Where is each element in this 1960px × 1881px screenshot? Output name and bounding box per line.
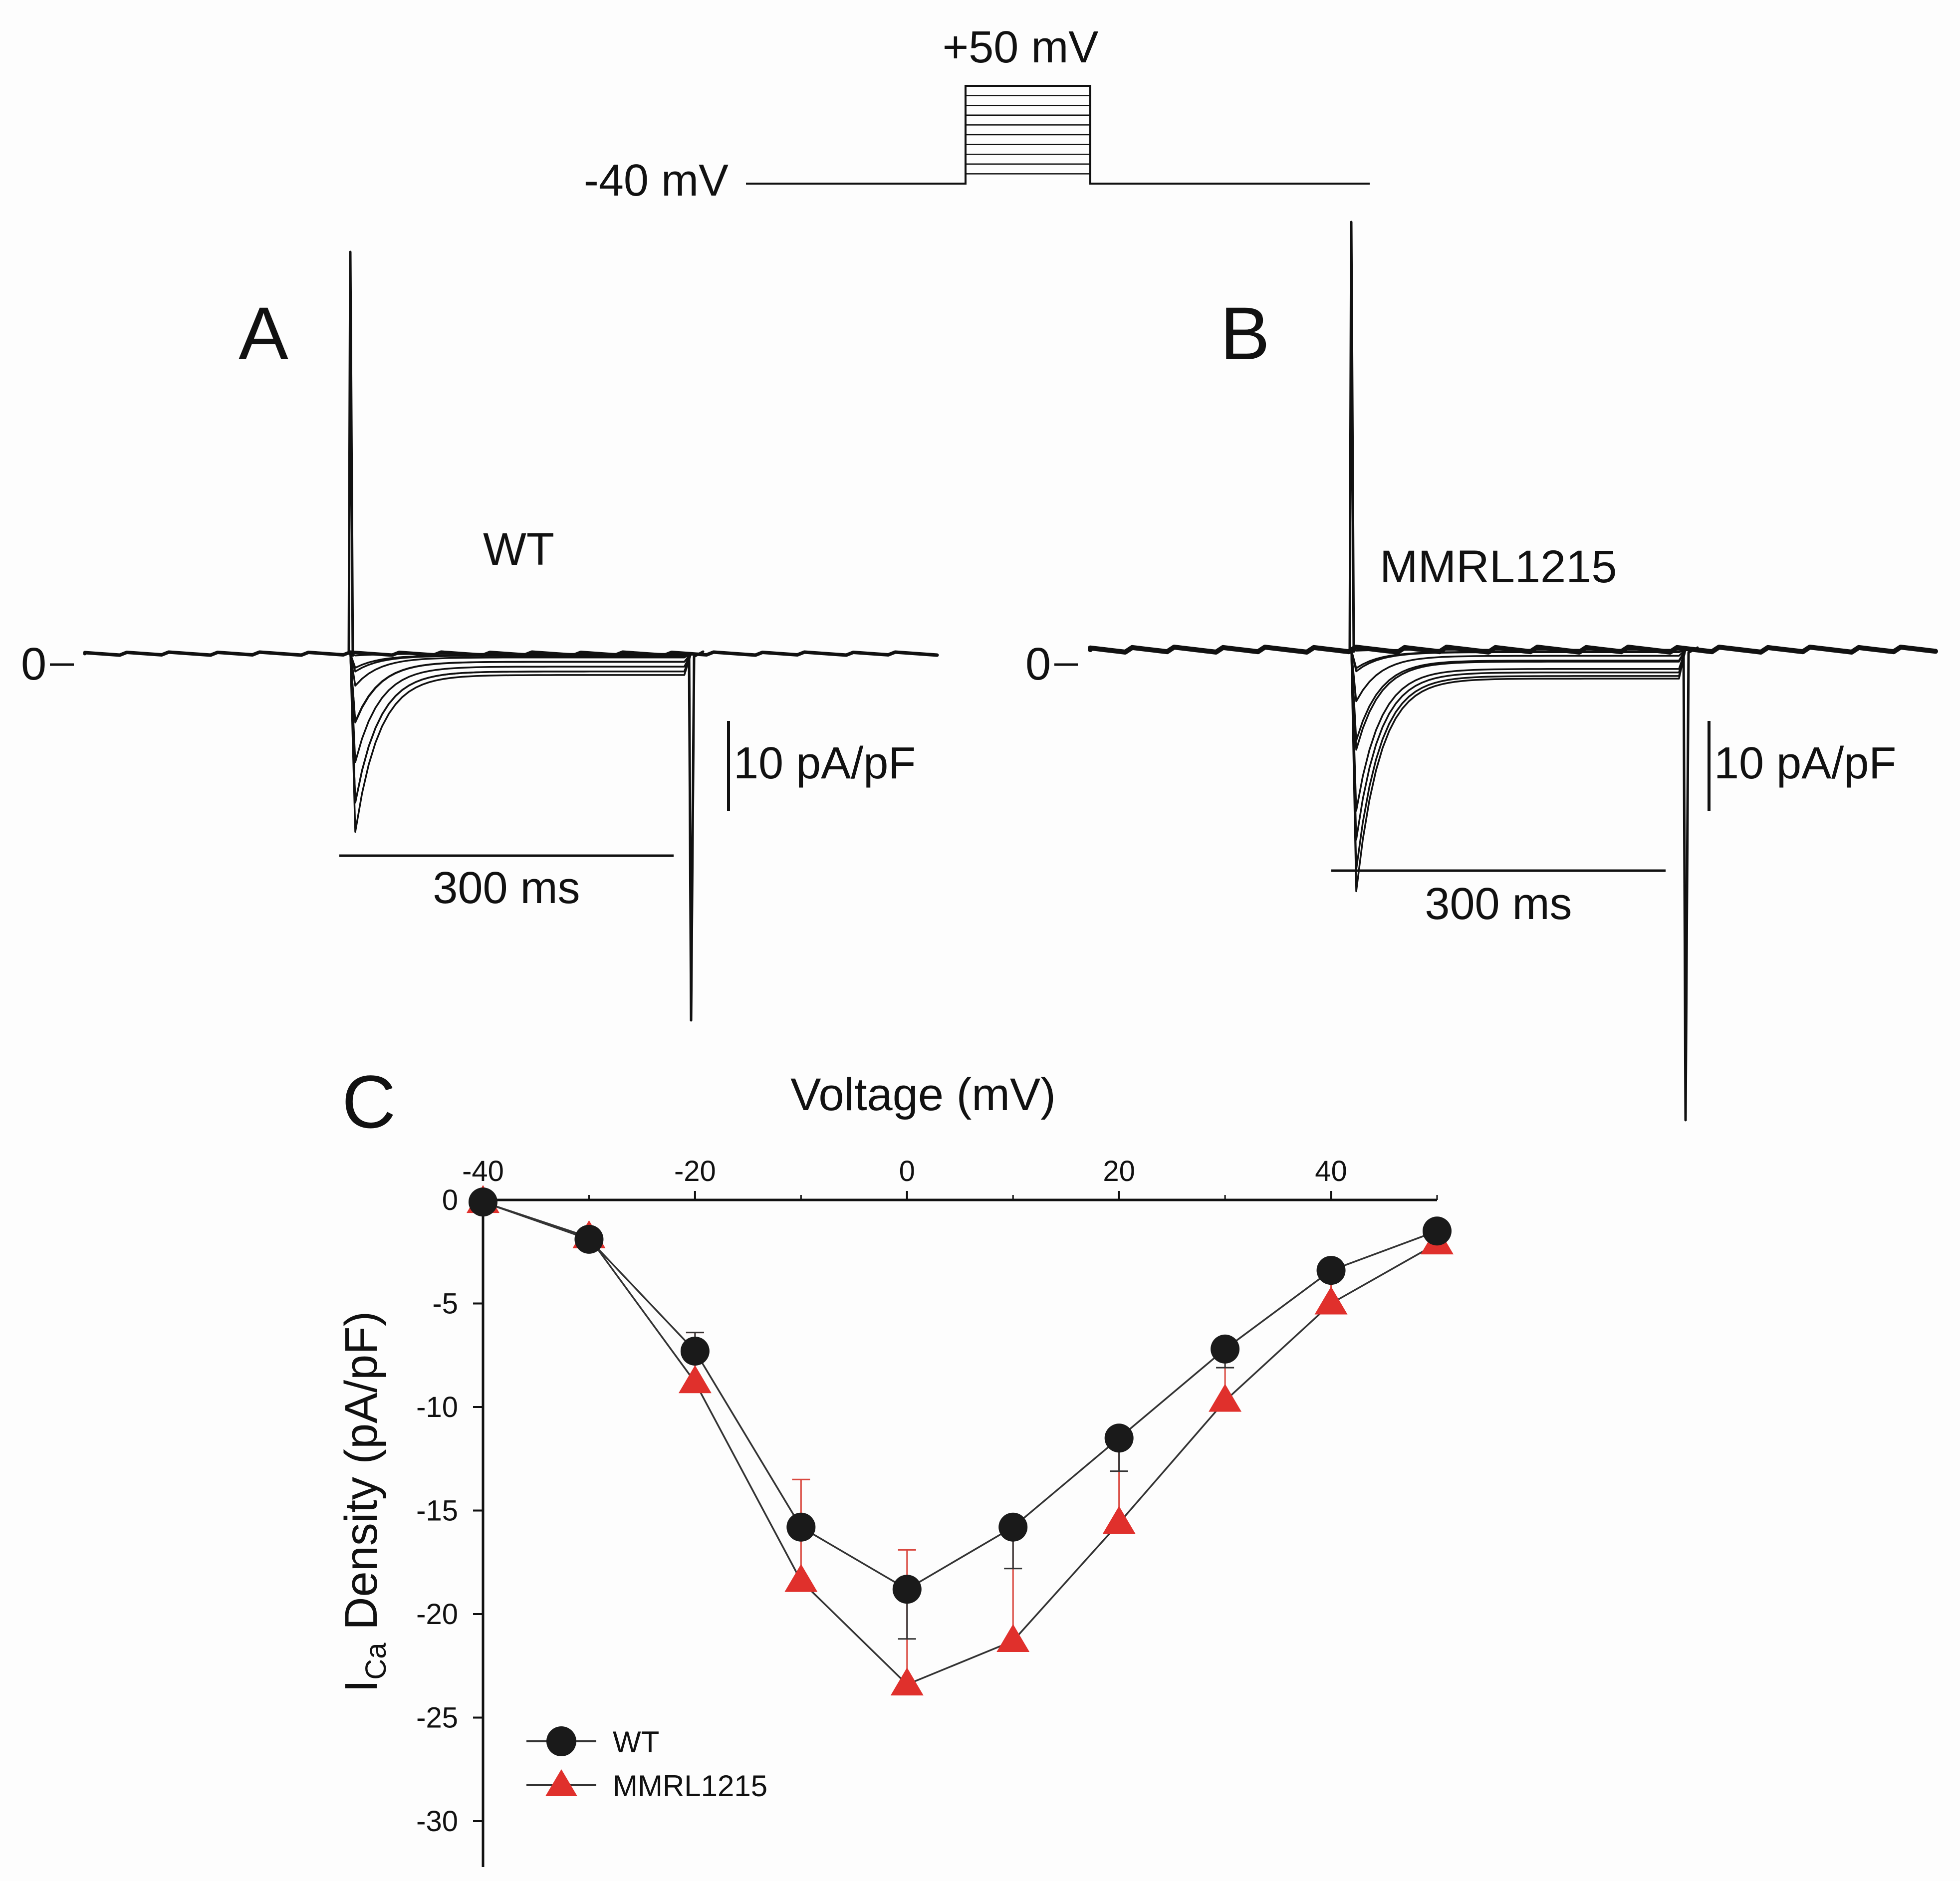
y-axis-title-subscript: Ca bbox=[360, 1643, 392, 1680]
protocol-hold-label: -40 mV bbox=[584, 156, 729, 206]
data-markers bbox=[467, 1185, 1454, 1696]
marker-wt bbox=[469, 1187, 497, 1217]
marker-mmrl1215 bbox=[1209, 1384, 1242, 1412]
protocol-step-lines bbox=[966, 95, 1090, 175]
y-axis-title-rest: Density (pA/pF) bbox=[336, 1311, 387, 1643]
legend-mmrl-label: MMRL1215 bbox=[613, 1769, 767, 1803]
panel-b-current-traces bbox=[1088, 221, 1938, 1122]
y-tick-label: -10 bbox=[416, 1391, 458, 1423]
marker-wt bbox=[1316, 1256, 1346, 1285]
x-tick-label: -20 bbox=[674, 1155, 716, 1187]
series-lines bbox=[483, 1201, 1438, 1686]
current-trace bbox=[349, 653, 692, 722]
marker-wt bbox=[786, 1512, 816, 1542]
current-trace bbox=[349, 653, 692, 723]
tail-current-spike bbox=[1682, 646, 1699, 1122]
panel-a-letter: A bbox=[239, 291, 288, 375]
y-tick-label: -20 bbox=[416, 1598, 458, 1631]
panel-c: C Voltage (mV) ICa Density (pA/pF) -40 -2… bbox=[336, 1060, 1454, 1867]
current-trace bbox=[349, 653, 692, 687]
marker-mmrl1215 bbox=[1102, 1506, 1136, 1534]
marker-wt bbox=[1423, 1216, 1452, 1246]
current-trace bbox=[1350, 649, 1687, 812]
panel-a-current-traces bbox=[83, 250, 939, 1022]
x-axis-title: Voltage (mV) bbox=[790, 1069, 1056, 1120]
current-trace bbox=[1350, 649, 1687, 841]
panel-b: B MMRL1215 0 10 pA/pF 300 ms bbox=[1025, 221, 1938, 1122]
panel-a: A WT 0 10 pA/pF 300 ms bbox=[21, 250, 939, 1022]
current-trace bbox=[1350, 649, 1687, 703]
legend-mmrl-marker bbox=[545, 1769, 577, 1796]
current-trace bbox=[349, 653, 692, 804]
panel-a-scale-x-label: 300 ms bbox=[433, 863, 580, 913]
panel-a-scale-y-label: 10 pA/pF bbox=[734, 738, 916, 788]
marker-wt bbox=[574, 1224, 604, 1254]
marker-mmrl1215 bbox=[784, 1564, 818, 1592]
panel-b-label: MMRL1215 bbox=[1380, 541, 1617, 592]
panel-b-zero-label: 0 bbox=[1025, 639, 1051, 690]
y-tick-label: -15 bbox=[416, 1495, 458, 1527]
panel-a-label: WT bbox=[483, 524, 554, 575]
protocol-step-label: +50 mV bbox=[943, 22, 1099, 72]
current-trace bbox=[1350, 649, 1687, 741]
marker-mmrl1215 bbox=[996, 1624, 1030, 1652]
marker-wt bbox=[680, 1336, 710, 1366]
marker-wt bbox=[892, 1575, 922, 1604]
panel-b-scale-x-label: 300 ms bbox=[1425, 879, 1572, 929]
voltage-protocol: -40 mV +50 mV bbox=[584, 22, 1370, 206]
series-line-wt bbox=[483, 1201, 1438, 1591]
y-tick-label: 0 bbox=[442, 1184, 458, 1216]
marker-wt bbox=[1211, 1334, 1240, 1364]
marker-mmrl1215 bbox=[890, 1667, 924, 1696]
current-trace bbox=[349, 653, 692, 763]
panel-b-scale-y-label: 10 pA/pF bbox=[1714, 738, 1896, 788]
panel-c-letter: C bbox=[342, 1060, 396, 1144]
current-trace bbox=[349, 653, 692, 657]
legend: WT MMRL1215 bbox=[526, 1725, 767, 1803]
x-tick-label: 20 bbox=[1103, 1155, 1135, 1187]
current-trace bbox=[1350, 649, 1687, 871]
capacitive-spike-on bbox=[1348, 221, 1355, 653]
panel-a-zero-label: 0 bbox=[21, 639, 46, 690]
capacitive-spike-on bbox=[347, 250, 354, 657]
current-trace bbox=[349, 653, 692, 669]
current-trace bbox=[1350, 649, 1687, 893]
tail-current-spike bbox=[688, 650, 705, 1022]
x-axis-ticks: -40 -20 0 20 40 bbox=[462, 1155, 1438, 1200]
current-trace bbox=[349, 653, 692, 833]
y-axis-title: ICa Density (pA/pF) bbox=[336, 1311, 392, 1692]
y-axis-title-main: I bbox=[336, 1680, 387, 1693]
y-tick-label: -5 bbox=[432, 1288, 458, 1320]
y-tick-label: -25 bbox=[416, 1702, 458, 1734]
current-trace bbox=[1350, 649, 1687, 751]
y-tick-label: -30 bbox=[416, 1805, 458, 1838]
legend-wt-marker bbox=[546, 1726, 576, 1756]
marker-mmrl1215 bbox=[678, 1365, 712, 1394]
series-line-mmrl1215 bbox=[483, 1201, 1438, 1686]
marker-wt bbox=[998, 1512, 1028, 1542]
x-tick-label: 40 bbox=[1315, 1155, 1347, 1187]
current-trace bbox=[1350, 649, 1687, 652]
x-tick-label: -40 bbox=[462, 1155, 504, 1187]
panel-b-letter: B bbox=[1220, 291, 1270, 375]
x-tick-label: 0 bbox=[899, 1155, 915, 1187]
protocol-waveform bbox=[746, 85, 1370, 185]
current-trace bbox=[1350, 649, 1687, 673]
y-axis-ticks: 0 -5 -10 -15 -20 -25 -30 bbox=[416, 1184, 483, 1838]
marker-wt bbox=[1104, 1423, 1134, 1453]
legend-wt-label: WT bbox=[613, 1725, 659, 1759]
marker-mmrl1215 bbox=[1314, 1286, 1348, 1315]
